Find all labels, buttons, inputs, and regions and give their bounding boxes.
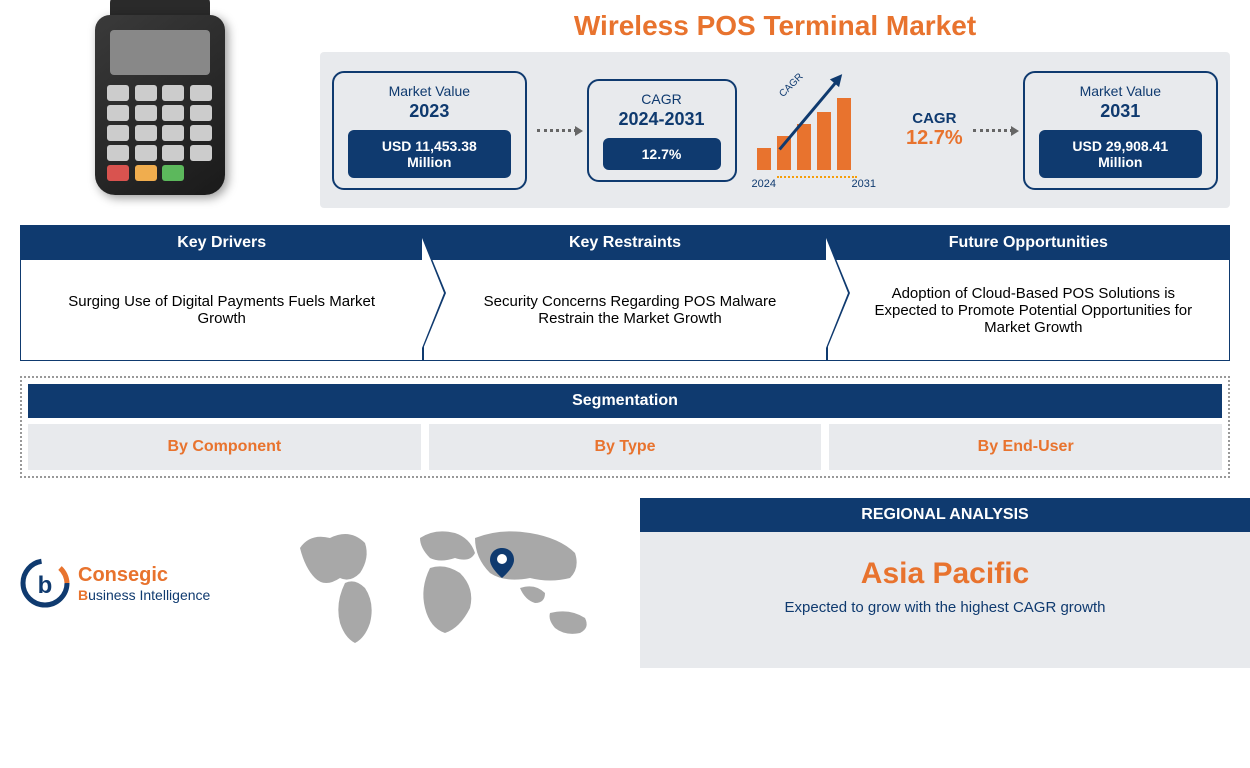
stat-box-2023: Market Value 2023 USD 11,453.38 Million [332, 71, 527, 190]
driver-header: Future Opportunities [828, 226, 1229, 260]
arrow-connector-icon [973, 129, 1013, 132]
regional-analysis-panel: REGIONAL ANALYSIS Asia Pacific Expected … [640, 498, 1250, 668]
cagr-title: CAGR [906, 110, 963, 127]
cagr-side-label: CAGR 12.7% [906, 110, 963, 150]
stat-label: Market Value [1039, 83, 1202, 99]
chart-cagr-label: CAGR [777, 71, 805, 99]
stat-year: 2023 [348, 101, 511, 122]
stats-panel: Market Value 2023 USD 11,453.38 Million … [320, 52, 1230, 208]
company-logo: b Consegic Business Intelligence [20, 558, 260, 608]
driver-body: Surging Use of Digital Payments Fuels Ma… [21, 260, 422, 360]
regional-header: REGIONAL ANALYSIS [640, 498, 1250, 532]
pos-terminal-image [20, 10, 300, 210]
stat-box-2031: Market Value 2031 USD 29,908.41 Million [1023, 71, 1218, 190]
stat-value: 12.7% [603, 138, 721, 170]
driver-box: Key DriversSurging Use of Digital Paymen… [20, 225, 423, 361]
stat-label: CAGR [603, 91, 721, 107]
segmentation-item: By Type [429, 424, 822, 470]
bottom-section: b Consegic Business Intelligence [0, 488, 1250, 668]
segmentation-item: By Component [28, 424, 421, 470]
stat-year: 2031 [1039, 101, 1202, 122]
main-content: Wireless POS Terminal Market Market Valu… [320, 10, 1230, 210]
segmentation-header: Segmentation [28, 384, 1222, 418]
logo-icon: b [20, 558, 70, 608]
driver-box: Key RestraintsSecurity Concerns Regardin… [423, 225, 826, 361]
logo-company-name: Consegic [78, 563, 210, 587]
map-pin-icon [490, 548, 514, 578]
driver-box: Future OpportunitiesAdoption of Cloud-Ba… [827, 225, 1230, 361]
top-section: Wireless POS Terminal Market Market Valu… [0, 0, 1250, 210]
stat-year: 2024-2031 [603, 109, 721, 130]
logo-tagline: Business Intelligence [78, 587, 210, 604]
svg-text:b: b [38, 572, 53, 599]
regional-region-name: Asia Pacific [665, 557, 1225, 591]
stat-value: USD 11,453.38 Million [348, 130, 511, 178]
stat-box-cagr: CAGR 2024-2031 12.7% [587, 79, 737, 182]
segmentation-item: By End-User [829, 424, 1222, 470]
driver-body: Adoption of Cloud-Based POS Solutions is… [828, 260, 1229, 360]
chart-start-year: 2024 [752, 178, 776, 190]
page-title: Wireless POS Terminal Market [320, 10, 1230, 42]
chart-end-year: 2031 [852, 178, 876, 190]
growth-chart: CAGR 2024 2031 [747, 70, 897, 190]
drivers-row: Key DriversSurging Use of Digital Paymen… [0, 210, 1250, 366]
chart-bar [757, 148, 771, 170]
stat-label: Market Value [348, 83, 511, 99]
chart-bar [837, 98, 851, 170]
segmentation-items: By ComponentBy TypeBy End-User [28, 424, 1222, 470]
stat-value: USD 29,908.41 Million [1039, 130, 1202, 178]
driver-body: Security Concerns Regarding POS Malware … [424, 260, 825, 360]
world-map [280, 508, 620, 658]
chart-bar [797, 124, 811, 170]
cagr-value: 12.7% [906, 127, 963, 150]
driver-header: Key Restraints [424, 226, 825, 260]
arrow-connector-icon [537, 129, 577, 132]
driver-header: Key Drivers [21, 226, 422, 260]
chart-bar [817, 112, 831, 170]
segmentation-section: Segmentation By ComponentBy TypeBy End-U… [20, 376, 1230, 478]
regional-description: Expected to grow with the highest CAGR g… [665, 599, 1225, 616]
